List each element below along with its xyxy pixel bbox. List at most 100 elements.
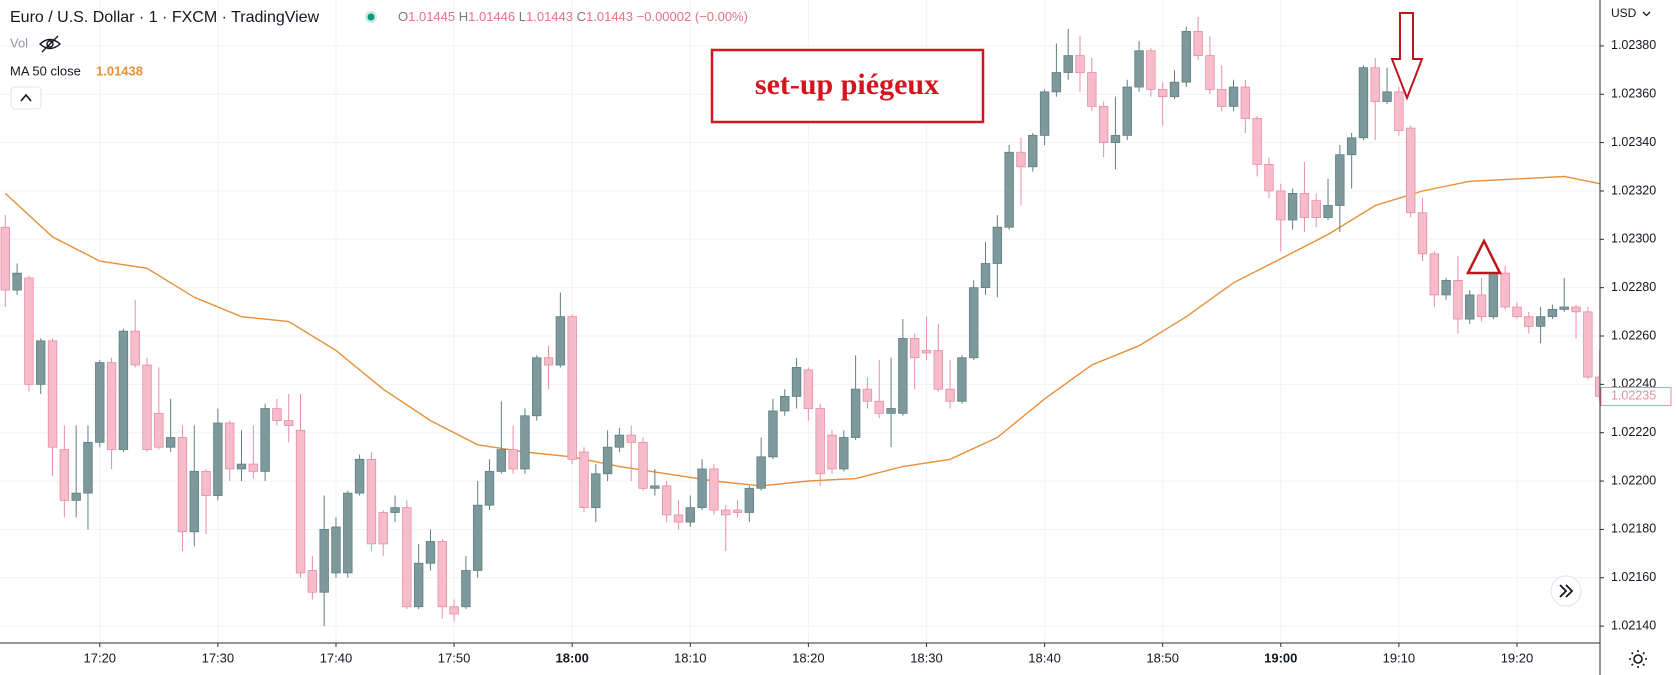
candle-body (1476, 294, 1487, 318)
candle-body (768, 410, 778, 458)
ohlc-value: 1.01446 (468, 9, 515, 24)
candle-body (815, 408, 825, 475)
candle-body (142, 364, 152, 451)
x-tick-label: 18:10 (674, 650, 707, 665)
candle-body (850, 388, 861, 438)
candle-body (1087, 72, 1097, 107)
ohlc-value: 1.01443 (586, 9, 633, 24)
candle-body (650, 485, 660, 489)
y-tick-label: 1.02160 (1611, 570, 1656, 584)
volume-label[interactable]: Vol (10, 35, 28, 50)
ohlc-key: H (459, 9, 468, 24)
candle-body (1252, 118, 1262, 165)
candle-body (1358, 67, 1369, 139)
ma-line (4, 175, 1600, 487)
candle-body (1524, 316, 1534, 327)
hide-icon[interactable] (38, 35, 62, 53)
x-tick-label: 17:40 (320, 650, 353, 665)
status-dot (367, 13, 375, 21)
scroll-right-button[interactable] (1550, 575, 1582, 607)
candle-body (567, 316, 577, 460)
candle-body (83, 441, 93, 494)
candle-body (449, 606, 459, 615)
candle-body (969, 287, 979, 359)
candle-body (402, 507, 412, 608)
x-tick-label: 18:50 (1146, 650, 1179, 665)
candle-body (496, 449, 507, 472)
time-axis-bg (0, 643, 1600, 675)
candle-body (284, 420, 294, 426)
candle-body (602, 446, 613, 475)
x-tick-label: 18:00 (556, 650, 589, 665)
currency-chevron[interactable] (1642, 11, 1651, 17)
candle-body (1028, 134, 1038, 168)
candle-body (886, 408, 896, 414)
candle-body (980, 263, 991, 289)
y-tick-label: 1.02180 (1611, 522, 1656, 536)
candle-body (248, 463, 259, 472)
candle-body (36, 340, 46, 385)
candle-body (921, 350, 932, 354)
candle-body (189, 470, 199, 533)
candle-body (461, 570, 471, 608)
annotation-box (710, 48, 985, 124)
candle-body (1039, 91, 1050, 136)
candle-body (343, 492, 353, 574)
candle-body (354, 458, 365, 494)
candle-body (1075, 55, 1085, 73)
currency-label[interactable]: USD (1611, 6, 1637, 20)
candle-body (898, 338, 908, 414)
candle-body (130, 330, 140, 366)
last-price-label: 1.02235 (1611, 389, 1656, 403)
x-tick-label: 19:10 (1383, 650, 1416, 665)
candle-body (224, 422, 235, 470)
candle-body (709, 468, 719, 511)
candle-body (106, 362, 117, 451)
candle-body (331, 526, 341, 574)
candle-body (472, 504, 483, 571)
x-tick-label: 19:00 (1264, 650, 1297, 665)
candle-body (1228, 86, 1239, 107)
y-tick-label: 1.02260 (1611, 328, 1656, 342)
candle-body (909, 338, 920, 359)
price-axis-bg (1600, 0, 1676, 675)
candle-body (579, 451, 589, 509)
settings-button[interactable] (1629, 650, 1647, 668)
candle-body (71, 492, 81, 501)
candle-body (213, 422, 223, 496)
candle-body (236, 463, 247, 470)
candle-body (1394, 91, 1404, 131)
candle-body (1500, 272, 1510, 308)
ohlc-legend: O1.01445 H1.01446 L1.01443 C1.01443 −0.0… (398, 9, 748, 24)
down-arrow (1390, 12, 1424, 101)
ohlc-key: O (398, 9, 408, 24)
collapse-button[interactable] (10, 86, 42, 110)
candle-body (437, 541, 447, 608)
y-tick-label: 1.02300 (1611, 232, 1656, 246)
candle-body (12, 272, 22, 291)
candle-body (118, 330, 129, 451)
y-tick-label: 1.02220 (1611, 425, 1656, 439)
candle-body (992, 226, 1003, 264)
x-tick-label: 17:20 (84, 650, 117, 665)
candle-body (0, 226, 11, 291)
candle-body (260, 408, 270, 472)
candle-body (697, 468, 707, 509)
candle-body (201, 470, 211, 496)
candle-body (721, 509, 731, 516)
candle-body (1146, 50, 1156, 90)
candle-body (154, 412, 164, 448)
candle-body (1323, 205, 1333, 218)
candle-body (1240, 86, 1251, 119)
candle-body (165, 437, 176, 448)
candle-body (1264, 163, 1274, 192)
candle-body (1205, 55, 1215, 90)
candle-body (1287, 192, 1298, 221)
ma-legend-name[interactable]: MA 50 close (10, 63, 81, 78)
candle-body (390, 507, 400, 513)
candle-body (1571, 306, 1581, 313)
candle-body (59, 449, 70, 501)
candle-body (307, 570, 318, 593)
candle-body (484, 470, 495, 506)
candle-body (957, 357, 967, 402)
